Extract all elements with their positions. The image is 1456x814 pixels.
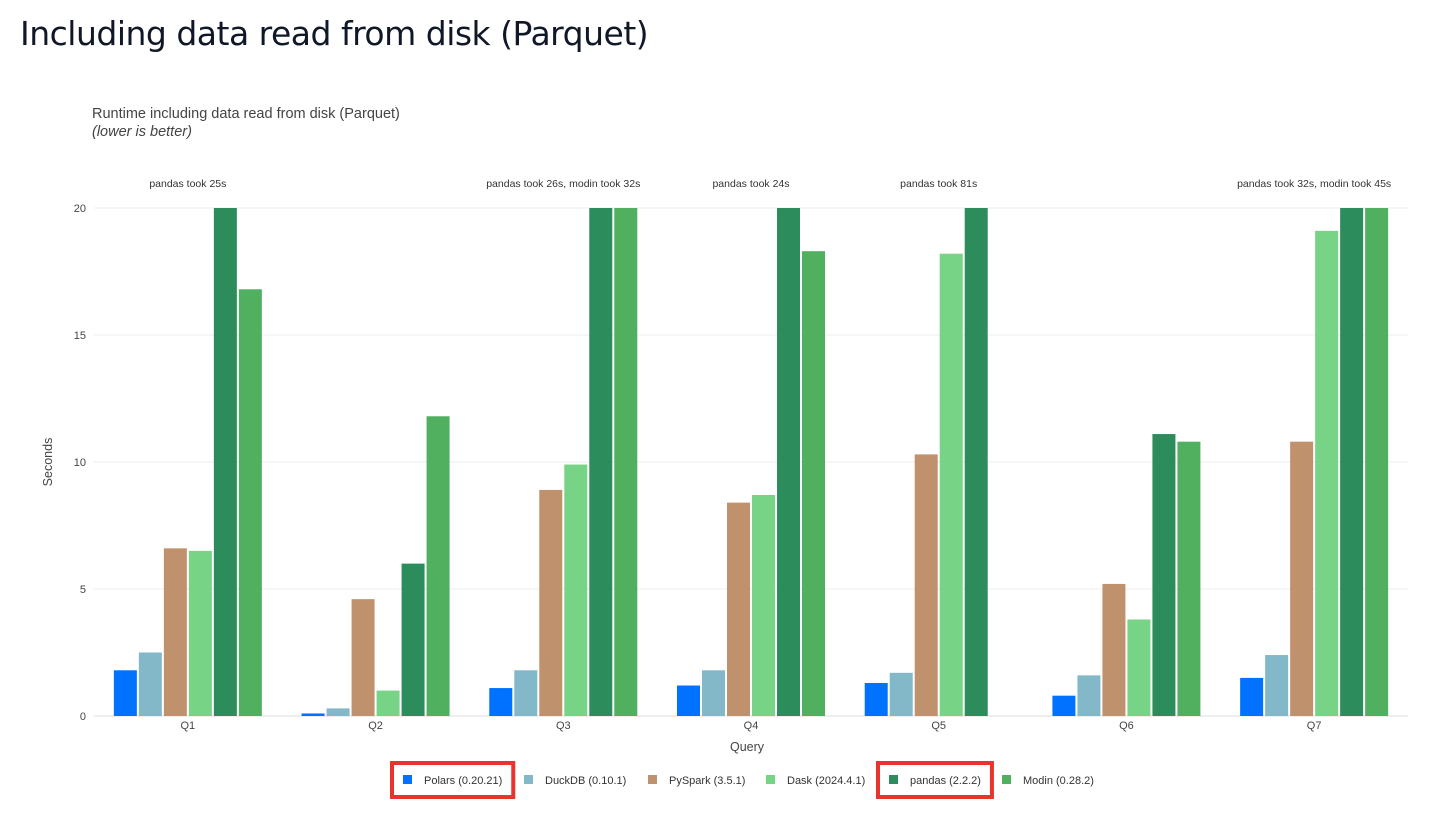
bar-q6-series-0 (1052, 695, 1076, 716)
x-axis-label: Query (730, 740, 765, 754)
bar-q7-series-5 (1365, 208, 1389, 716)
legend-swatch (1002, 775, 1011, 784)
legend-item-label: PySpark (3.5.1) (669, 775, 745, 787)
legend-highlight-box (876, 761, 994, 799)
bar-q1-series-0 (113, 670, 137, 716)
legend: Polars (0.20.21) DuckDB (0.10.1) PySpark (… (390, 761, 1094, 799)
legend-swatch (648, 775, 657, 784)
bar-q6-series-4 (1152, 434, 1176, 716)
bar-q1-series-3 (188, 550, 212, 716)
bar-q6-series-1 (1077, 675, 1101, 716)
bar-q7-series-3 (1315, 230, 1339, 717)
chart-title: Runtime including data read from disk (P… (92, 106, 400, 122)
bar-q6-series-5 (1177, 441, 1201, 716)
bar-q4-series-3 (752, 495, 775, 716)
annotation-label: pandas took 81s (900, 178, 977, 190)
bar-q5-series-2 (914, 454, 938, 716)
bars (113, 208, 1389, 717)
x-tick-label: Q5 (931, 720, 946, 732)
bar-q2-series-1 (326, 708, 350, 716)
bar-q4-series-4 (777, 208, 800, 716)
legend-item-label: Dask (2024.4.1) (787, 775, 865, 787)
bar-q1-series-5 (238, 289, 262, 716)
bar-q5-series-3 (939, 253, 963, 716)
bar-q4-series-1 (702, 670, 725, 716)
x-tick-label: Q7 (1307, 720, 1322, 732)
bar-q3-series-0 (489, 688, 513, 716)
bar-q2-series-0 (301, 713, 325, 716)
y-tick-label: 10 (74, 457, 86, 469)
x-tick-label: Q3 (556, 720, 571, 732)
bar-q4-series-0 (677, 685, 700, 716)
bar-q3-series-5 (614, 208, 638, 716)
y-tick-label: 15 (74, 330, 86, 342)
bar-q7-series-0 (1240, 677, 1264, 716)
annotation-label: pandas took 25s (149, 178, 226, 190)
legend-item-label: DuckDB (0.10.1) (545, 775, 626, 787)
x-tick-label: Q4 (744, 720, 759, 732)
bar-q1-series-2 (163, 548, 187, 716)
bar-q6-series-2 (1102, 583, 1126, 716)
y-axis-label: Seconds (41, 438, 55, 487)
legend-swatch (524, 775, 533, 784)
y-tick-label: 0 (80, 711, 86, 723)
bar-q6-series-3 (1127, 619, 1151, 716)
bar-q2-series-4 (401, 563, 425, 716)
bar-q2-series-5 (426, 416, 450, 716)
page-title: Including data read from disk (Parquet) (20, 14, 649, 53)
annotations: pandas took 25s pandas took 26s, modin to… (149, 178, 1391, 190)
x-tick-label: Q2 (368, 720, 383, 732)
bar-q7-series-2 (1290, 441, 1314, 716)
bar-q5-series-1 (889, 672, 913, 716)
legend-item-label: pandas (2.2.2) (910, 775, 981, 787)
legend-swatch (403, 775, 412, 784)
bar-q5-series-0 (864, 682, 888, 716)
bar-q4-series-5 (802, 251, 825, 716)
annotation-label: pandas took 32s, modin took 45s (1237, 178, 1391, 190)
bar-q3-series-4 (589, 208, 613, 716)
bar-q3-series-1 (514, 670, 538, 716)
gridlines (94, 207, 1408, 717)
y-axis-ticks: 0 5 10 15 20 (74, 203, 86, 723)
y-tick-label: 20 (74, 203, 86, 215)
bar-q4-series-2 (727, 502, 750, 716)
bar-q7-series-4 (1340, 208, 1364, 716)
bar-q2-series-3 (376, 690, 400, 716)
y-tick-label: 5 (80, 584, 86, 596)
legend-swatch (889, 775, 898, 784)
bar-q7-series-1 (1265, 655, 1289, 716)
bar-q3-series-2 (539, 489, 563, 716)
bar-q5-series-4 (964, 208, 988, 716)
legend-item-label: Modin (0.28.2) (1023, 775, 1094, 787)
legend-highlight-box (390, 761, 516, 799)
bar-q1-series-4 (213, 208, 237, 716)
x-tick-label: Q1 (181, 720, 196, 732)
bar-q2-series-2 (351, 599, 375, 716)
annotation-label: pandas took 26s, modin took 32s (486, 178, 640, 190)
bar-q3-series-3 (564, 464, 588, 716)
x-axis-ticks: Q1 Q2 Q3 Q4 Q5 Q6 Q7 (181, 720, 1322, 732)
legend-item-label: Polars (0.20.21) (424, 775, 502, 787)
annotation-label: pandas took 24s (712, 178, 789, 190)
bar-q1-series-1 (138, 652, 162, 716)
x-tick-label: Q6 (1119, 720, 1134, 732)
chart-subtitle: (lower is better) (92, 124, 192, 140)
legend-swatch (766, 775, 775, 784)
